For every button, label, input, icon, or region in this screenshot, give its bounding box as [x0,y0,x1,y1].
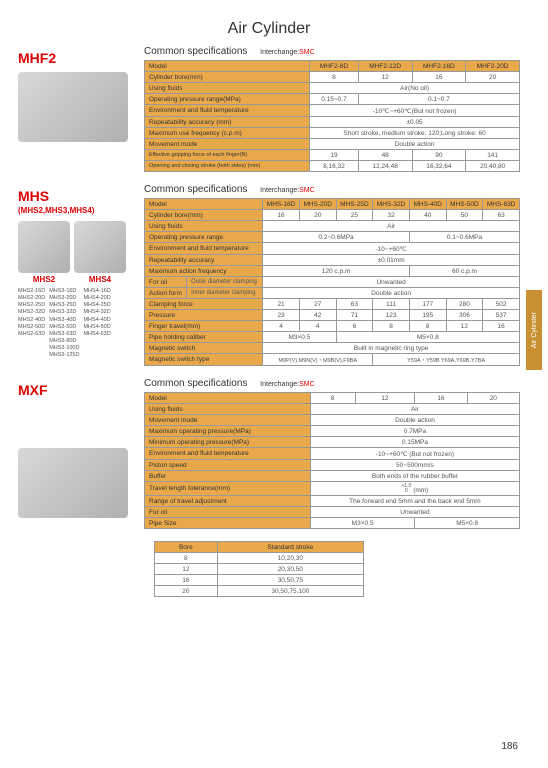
mhs-name: MHS [18,188,144,204]
spec-header-mhs: Common specifications Interchange:SMC [144,184,520,195]
mhs-table: ModelMHS-16DMHS-20DMHS-25DMHS-32DMHS-40D… [144,198,520,366]
spec-header-mxf: Common specifications Interchange:SMC [144,378,520,389]
spec-header-mhf2: Common specifications Interchange:SMC [144,46,520,57]
mhs-part-list: MHS2-16DMHS2-20DMHS2-25DMHS2-32DMHS2-40D… [18,288,144,359]
mhs2-image [18,221,70,273]
section-mhf2: MHF2 Common specifications Interchange:S… [18,46,520,172]
side-tab: Air Cylinder [526,290,542,370]
mhs4-image [74,221,126,273]
page-number: 186 [501,741,518,752]
mxf-table: Model8121620 Using fluidsAir Movement mo… [144,392,520,529]
section-mhs: MHS (MHS2,MHS3,MHS4) MHS2 MHS4 MHS2-16DM… [18,184,520,366]
mhs4-label: MHS4 [74,275,126,284]
mhf2-image [18,72,128,142]
bore-table: BoreStandard stroke 810,20,30 1220,30,50… [154,541,364,597]
mhf2-name: MHF2 [18,50,144,66]
mhs-sub: (MHS2,MHS3,MHS4) [18,206,144,215]
mxf-image [18,448,128,518]
mxf-name: MXF [18,382,144,398]
section-mxf: MXF Common specifications Interchange:SM… [18,378,520,529]
mhf2-table: ModelMHF2-8DMHF2-12DMHF2-16DMHF2-20D Cyl… [144,60,520,172]
mhs2-label: MHS2 [18,275,70,284]
page-title: Air Cylinder [18,20,520,38]
